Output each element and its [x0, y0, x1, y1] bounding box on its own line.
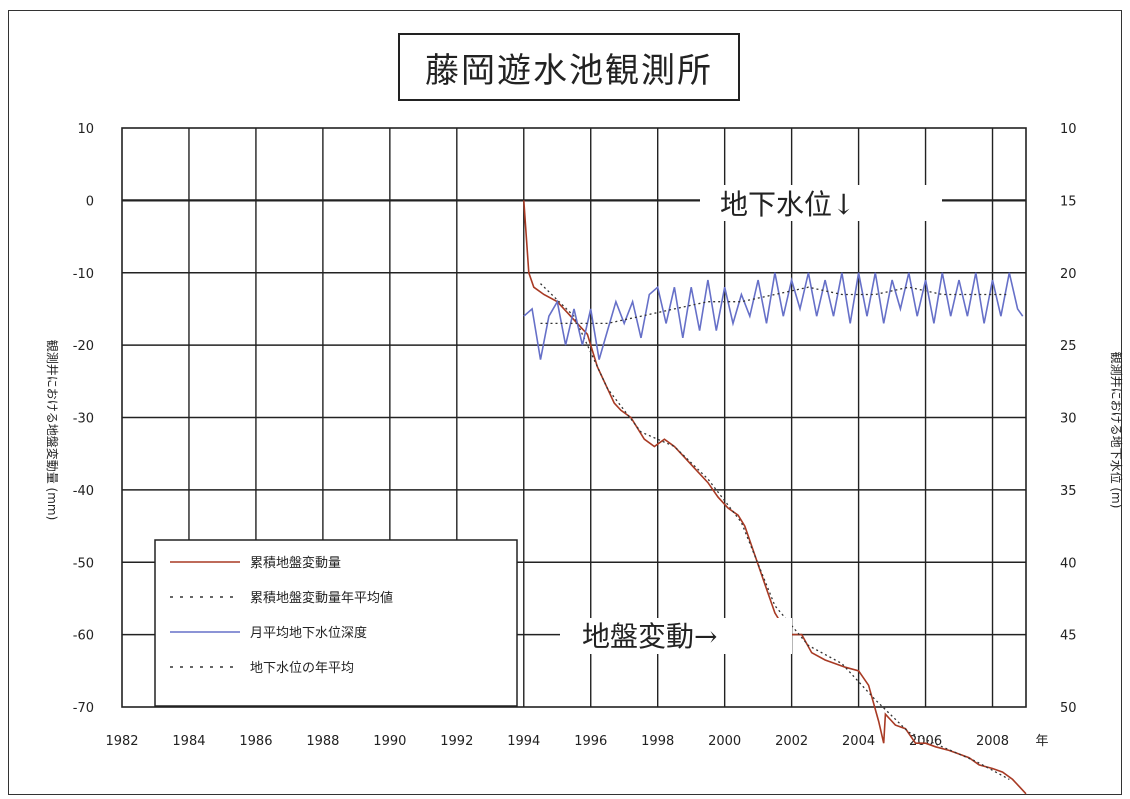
y-left-tick-label: 10: [77, 122, 94, 137]
series-line-4: [540, 286, 1010, 325]
y-right-tick-label: 35: [1060, 484, 1077, 499]
series-line-1: [523, 200, 1027, 795]
x-tick-label: 2004: [842, 734, 875, 749]
series-line-2: [540, 283, 1010, 780]
legend-box: [154, 539, 518, 707]
x-axis-ticks: 1982 1984 1986 1988 1990 1992 1994 1996 1998 2000…: [105, 734, 1048, 749]
y-left-tick-label: -50: [73, 556, 94, 571]
left-axis-ticks: 10 0 -10 -20 -30 -40 -50 -60 -70: [73, 122, 94, 716]
right-axis-ticks: 10 15 20 25 30 35 40 45 50: [1060, 122, 1077, 716]
chart-frame: [8, 10, 1122, 795]
x-tick-label: 2006: [909, 734, 942, 749]
y-right-tick-label: 50: [1060, 701, 1077, 716]
legend-label-2: 累積地盤変動量年平均値: [250, 590, 393, 606]
x-tick-label: 1982: [105, 734, 138, 749]
series-line-3: [523, 272, 1024, 360]
x-tick-label: 1992: [440, 734, 473, 749]
y-left-label: 観測井における地盤変動量 (mm): [45, 340, 60, 521]
y-right-tick-label: 30: [1060, 412, 1077, 427]
x-tick-label: 1984: [172, 734, 205, 749]
legend-label-1: 累積地盤変動量: [250, 555, 341, 571]
y-right-tick-label: 45: [1060, 629, 1077, 644]
x-tick-label: 2000: [708, 734, 741, 749]
x-tick-label: 1990: [373, 734, 406, 749]
legend-label-4: 地下水位の年平均: [250, 661, 354, 676]
y-left-tick-label: -20: [73, 339, 94, 354]
x-tick-label: 1998: [641, 734, 674, 749]
y-left-tick-label: -60: [73, 629, 94, 644]
y-left-tick-label: -30: [73, 412, 94, 427]
x-tick-label: 1996: [574, 734, 607, 749]
x-tick-label: 2002: [775, 734, 808, 749]
ground-movement-annotation: 地盤変動→: [582, 620, 717, 653]
y-right-label: 観測井における地下水位 (m): [1109, 352, 1124, 509]
y-right-tick-label: 20: [1060, 267, 1077, 282]
ground-movement-annotation-bg: [560, 618, 792, 654]
y-right-tick-label: 10: [1060, 122, 1077, 137]
x-tick-label: 1988: [306, 734, 339, 749]
y-right-tick-label: 40: [1060, 556, 1077, 571]
x-tick-label: 2008: [976, 734, 1009, 749]
legend-label-3: 月平均地下水位深度: [250, 625, 367, 641]
groundwater-annotation-bg: [700, 185, 942, 221]
y-right-tick-label: 15: [1060, 194, 1077, 209]
y-left-tick-label: -10: [73, 267, 94, 282]
y-left-tick-label: -70: [73, 701, 94, 716]
groundwater-annotation: 地下水位↓: [720, 188, 855, 221]
y-left-tick-label: 0: [86, 194, 94, 209]
x-unit-label: 年: [1035, 734, 1048, 749]
x-tick-label: 1994: [507, 734, 540, 749]
chart-title: 藤岡遊水池観測所: [398, 33, 740, 101]
x-tick-label: 1986: [239, 734, 272, 749]
series-layer: [523, 200, 1027, 795]
y-right-tick-label: 25: [1060, 339, 1077, 354]
y-left-tick-label: -40: [73, 484, 94, 499]
